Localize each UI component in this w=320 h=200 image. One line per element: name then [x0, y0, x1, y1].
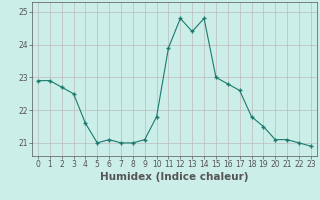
X-axis label: Humidex (Indice chaleur): Humidex (Indice chaleur)	[100, 172, 249, 182]
